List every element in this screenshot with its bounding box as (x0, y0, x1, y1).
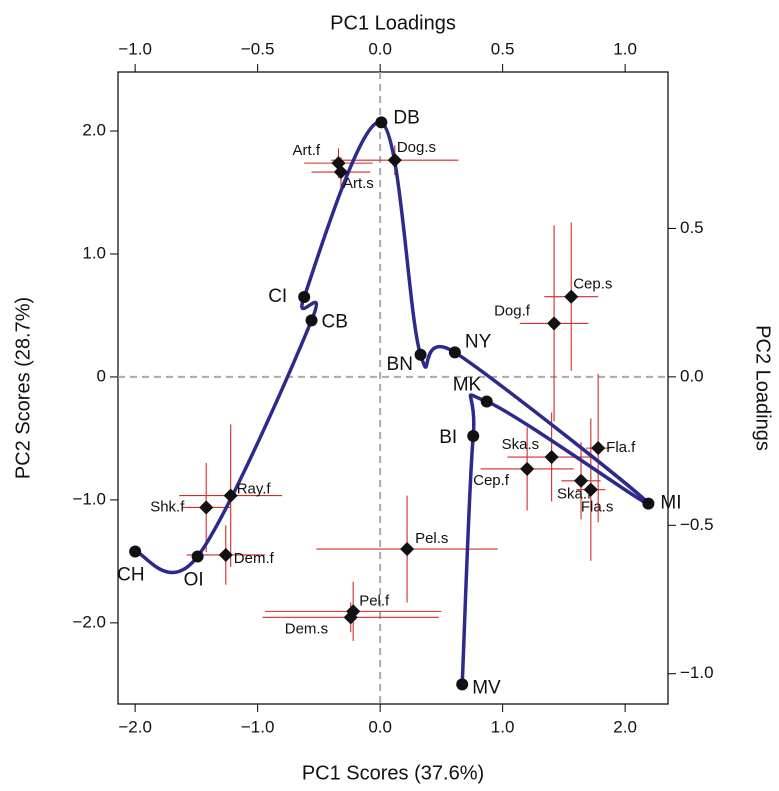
y2-tick-label: 0.5 (680, 218, 704, 237)
plot-frame (117, 71, 669, 705)
loading-label: Shk.f (150, 498, 185, 515)
loading-label: Dog.f (494, 302, 531, 319)
loading-point (343, 610, 358, 625)
y2-tick-label: −0.5 (680, 515, 714, 534)
loading-point (573, 473, 589, 488)
loading-label: Art.f (292, 142, 320, 159)
site-label: CI (268, 286, 287, 307)
loading-label: Dem.s (285, 620, 328, 637)
site-point (191, 550, 204, 563)
x-tick-label: −2.0 (118, 717, 152, 736)
site-point (129, 545, 142, 558)
loading-point (400, 541, 415, 557)
site-label: OI (184, 569, 204, 590)
site-point (456, 678, 469, 691)
loading-label: Cep.s (573, 276, 612, 293)
loading-point (564, 289, 579, 304)
loading-point (199, 500, 214, 515)
x-tick-label: 2.0 (613, 717, 637, 736)
y2-axis-title: PC2 Loadings (752, 325, 774, 451)
site-point (414, 348, 427, 361)
y-tick-label: 0 (97, 366, 106, 385)
site-point (642, 497, 655, 510)
x-tick-label: 1.0 (491, 717, 515, 736)
x-tick-label: −1.0 (241, 717, 275, 736)
loading-point (520, 461, 535, 476)
site-label: BN (387, 354, 413, 375)
loading-point (387, 153, 402, 168)
site-label: MV (472, 677, 501, 698)
site-curve (134, 120, 651, 685)
x-tick-label: 0.0 (368, 717, 392, 736)
site-label: CH (117, 565, 144, 586)
y2-tick-label: −1.0 (680, 663, 714, 682)
y-tick-label: −2.0 (72, 612, 106, 631)
x2-tick-label: 0.0 (368, 39, 392, 58)
loading-label: Ska.f (557, 486, 592, 503)
x2-tick-label: 1.0 (613, 39, 637, 58)
x2-tick-label: −1.0 (118, 39, 152, 58)
y-tick-label: 1.0 (82, 243, 106, 262)
loading-label: Cep.f (473, 472, 510, 489)
loading-label: Ska.s (502, 436, 540, 453)
x2-axis-title: PC1 Loadings (330, 12, 456, 34)
site-point (467, 429, 480, 442)
loading-label: Pel.f (359, 592, 390, 609)
x-axis-title: PC1 Scores (37.6%) (302, 762, 484, 784)
site-label: BI (439, 427, 457, 448)
loading-label: Fla.f (606, 439, 636, 456)
loading-point (218, 547, 233, 563)
x2-tick-label: −0.5 (241, 39, 275, 58)
loading-label: Ray.f (237, 481, 272, 498)
site-point (298, 291, 311, 304)
site-label: MK (453, 375, 482, 396)
site-label: NY (465, 331, 492, 352)
site-point (305, 314, 318, 327)
loading-point (223, 488, 238, 503)
site-point (448, 346, 461, 359)
y-axis-title: PC2 Scores (28.7%) (12, 297, 34, 479)
loading-label: Dem.f (234, 550, 275, 567)
loading-label: Fla.s (581, 499, 614, 516)
site-label: MI (660, 493, 681, 514)
site-point (375, 116, 388, 129)
loading-label: Pel.s (415, 530, 448, 547)
loading-point (547, 316, 562, 331)
site-label: CB (322, 311, 348, 332)
site-point (480, 395, 493, 408)
y-tick-label: −1.0 (72, 489, 106, 508)
site-label: DB (393, 107, 419, 128)
loading-label: Art.s (343, 175, 374, 192)
loading-label: Dog.s (397, 139, 436, 156)
loading-point (544, 449, 559, 465)
x2-tick-label: 0.5 (491, 39, 515, 58)
y2-tick-label: 0.0 (680, 366, 704, 385)
loading-point (591, 441, 606, 456)
loading-point (583, 482, 598, 497)
y-tick-label: 2.0 (82, 121, 106, 140)
loading-point (333, 164, 349, 180)
